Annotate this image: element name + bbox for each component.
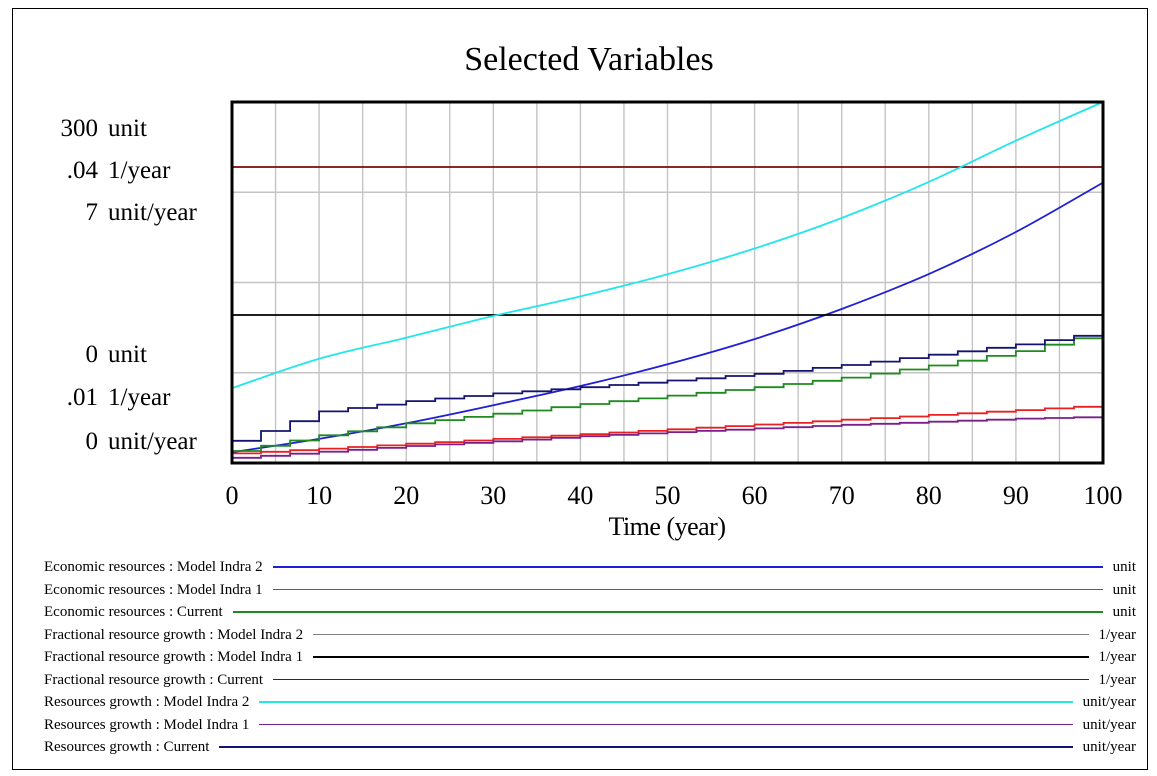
series-line [232,331,1104,452]
legend-swatch-line [44,656,1136,658]
legend-series-name: Fractional resource growth : Current [44,668,274,691]
legend-series-unit: unit [1102,601,1136,624]
y-axis-top-unit: unit/year [108,199,198,226]
x-tick-label: 80 [916,481,942,510]
y-axis-bottom-value: 0 [86,428,99,455]
legend-series-name: Resources growth : Model Indra 2 [44,691,260,714]
legend-series-unit: unit/year [1072,736,1136,759]
legend-item: Economic resources : Current unit [40,601,1136,624]
legend-series-unit: 1/year [1088,623,1136,646]
x-tick-label: 100 [1084,481,1123,510]
legend-series-unit: unit [1102,578,1136,601]
x-tick-label: 10 [306,481,332,510]
legend-item: Resources growth : Current unit/year [40,736,1136,759]
legend-swatch-line [44,588,1136,591]
legend: Economic resources : Model Indra 2 unit Ec… [40,556,1136,759]
x-tick-label: 30 [480,481,506,510]
legend-item: Fractional resource growth : Model Indra… [40,623,1136,646]
plot-border [230,100,1105,465]
grid-layer [232,102,1103,463]
x-tick-label: 70 [829,481,855,510]
series-line [232,416,1104,459]
legend-series-name: Economic resources : Model Indra 1 [44,578,273,601]
x-tick-label: 20 [393,481,419,510]
legend-series-unit: unit/year [1072,713,1136,736]
y-axis-bottom-unit: unit [108,341,147,368]
x-axis-labels: 0 10 20 30 40 50 60 70 80 90 100 [226,481,1123,510]
y-axis-bottom-unit: unit/year [108,428,198,455]
y-axis-top-unit: unit [108,115,147,142]
legend-item: Fractional resource growth : Current 1/ye… [40,668,1136,691]
y-axis-labels: 300 unit 0 unit .04 1/year .01 1/year 7 unit/year… [61,115,198,455]
legend-series-unit: unit [1102,556,1136,579]
y-axis-bottom-value: 0 [86,341,99,368]
y-axis-bottom-value: .01 [67,384,98,411]
x-axis-title: Time (year) [608,512,725,541]
y-axis-top-value: .04 [67,157,99,184]
legend-series-name: Economic resources : Current [44,601,233,624]
legend-series-unit: 1/year [1088,668,1136,691]
y-axis-top-unit: 1/year [108,157,171,184]
x-tick-label: 60 [742,481,768,510]
legend-series-name: Economic resources : Model Indra 2 [44,556,273,579]
legend-swatch-line [44,701,1136,703]
legend-item: Economic resources : Model Indra 2 unit [40,556,1136,579]
legend-item: Resources growth : Model Indra 2 unit/yea… [40,691,1136,714]
legend-swatch-line [44,746,1136,748]
legend-swatch-line [44,633,1136,636]
y-axis-top-value: 7 [86,199,99,226]
chart-title: Selected Variables [464,41,714,78]
series-line [232,331,1104,442]
legend-item: Resources growth : Model Indra 1 unit/yea… [40,713,1136,736]
legend-series-name: Resources growth : Model Indra 1 [44,713,260,736]
chart-frame [12,8,1148,770]
legend-item: Economic resources : Model Indra 1 unit [40,578,1136,601]
x-tick-label: 0 [226,481,239,510]
series-line [231,101,1104,390]
x-tick-label: 50 [655,481,681,510]
y-axis-top-value: 300 [61,115,99,142]
legend-series-unit: unit/year [1072,691,1136,714]
legend-swatch-line [44,723,1136,726]
legend-swatch-line [44,611,1136,613]
x-tick-label: 40 [567,481,593,510]
x-tick-label: 90 [1003,481,1029,510]
legend-series-name: Fractional resource growth : Model Indra… [44,646,314,669]
series-line [232,405,1104,455]
legend-series-name: Fractional resource growth : Model Indra… [44,623,314,646]
legend-series-name: Resources growth : Current [44,736,220,759]
legend-series-unit: 1/year [1088,646,1136,669]
legend-swatch-line [44,678,1136,681]
legend-swatch-line [44,566,1136,568]
legend-item: Fractional resource growth : Model Indra… [40,646,1136,669]
y-axis-bottom-unit: 1/year [108,384,171,411]
